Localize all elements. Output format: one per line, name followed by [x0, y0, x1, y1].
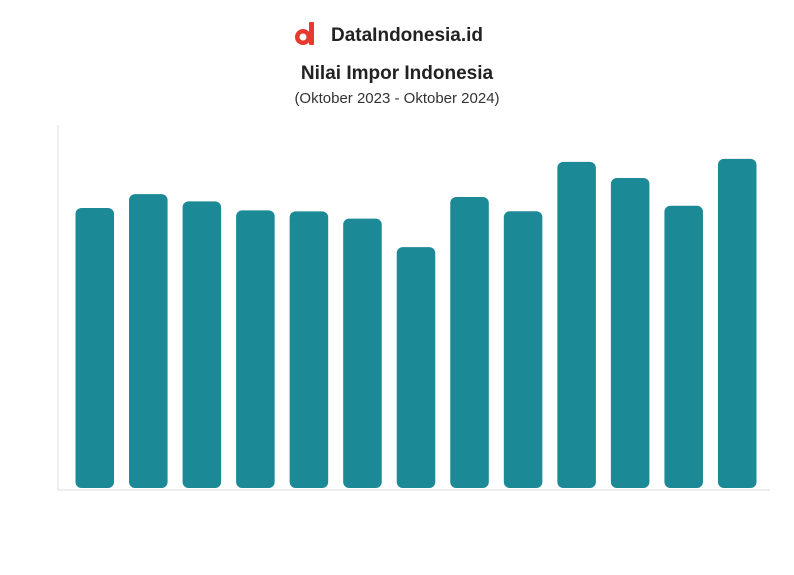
bar: [129, 194, 168, 488]
bar: [610, 177, 650, 488]
bar: [503, 211, 543, 488]
bar: [664, 205, 703, 488]
bar: [182, 201, 222, 488]
brand-name: DataIndonesia.id: [331, 25, 483, 46]
brand-logo: [295, 22, 314, 45]
bar: [557, 161, 596, 488]
bar: [236, 210, 275, 488]
bar: [343, 218, 382, 488]
bar: [75, 207, 115, 488]
bar: [396, 247, 436, 488]
bar: [450, 197, 489, 488]
chart-title: Nilai Impor Indonesia: [301, 63, 494, 84]
bar: [717, 158, 757, 488]
chart-subtitle: (Oktober 2023 - Oktober 2024): [294, 90, 499, 107]
bar: [289, 211, 329, 488]
